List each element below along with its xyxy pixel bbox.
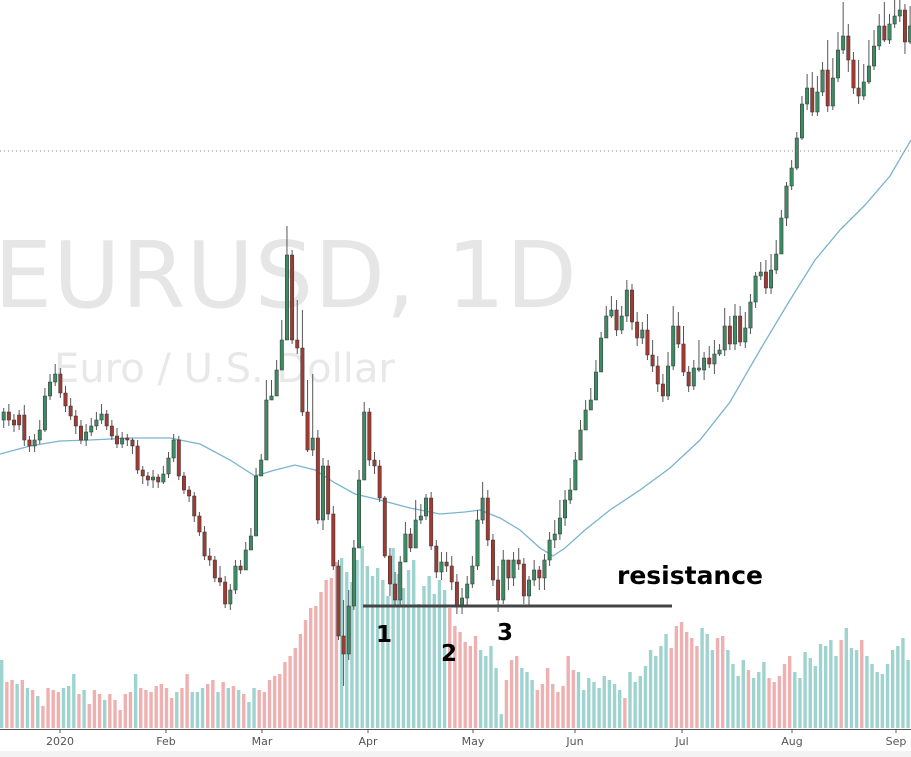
touch-point-1: 1 (376, 622, 393, 648)
tick-label-feb: Feb (156, 735, 176, 748)
tick-label-apr: Apr (358, 735, 378, 748)
tick-label-may: May (461, 735, 485, 748)
axis-bottom-band (0, 751, 911, 757)
description-watermark: Euro / U.S. Dollar (54, 346, 395, 392)
tick-label-aug: Aug (781, 735, 803, 748)
touch-point-2: 2 (441, 641, 458, 667)
resistance-label: resistance (617, 561, 764, 590)
tick-label-2020: 2020 (46, 735, 74, 748)
tick-label-jul: Jul (675, 735, 689, 748)
time-axis-line (0, 729, 911, 733)
tick-label-jun: Jun (566, 735, 584, 748)
tick-label-sep: Sep (885, 735, 907, 748)
touch-point-3: 3 (497, 620, 514, 646)
tick-label-mar: Mar (251, 735, 273, 748)
